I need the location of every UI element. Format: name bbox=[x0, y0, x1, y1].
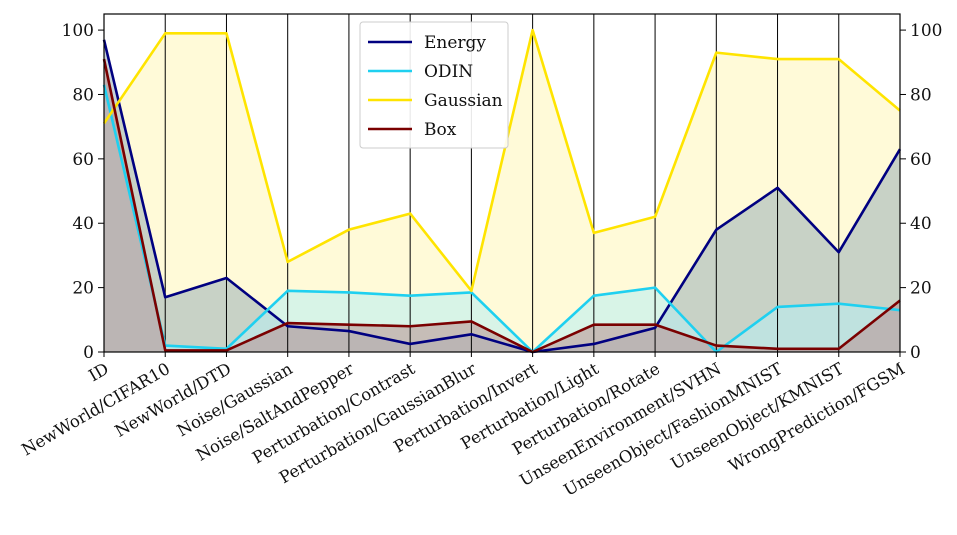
y-tick-label-right: 100 bbox=[910, 21, 942, 41]
y-tick-label-right: 0 bbox=[910, 343, 921, 363]
plot-frame bbox=[103, 13, 901, 353]
line-box bbox=[102, 58, 901, 354]
legend: Energy ODIN Gaussian Box bbox=[359, 21, 509, 149]
series-fills bbox=[104, 30, 900, 352]
y-tick-label-left: 20 bbox=[72, 279, 94, 299]
legend-label-gaussian: Gaussian bbox=[424, 91, 503, 111]
x-axis-categories: IDNewWorld/CIFAR10NewWorld/DTDNoise/Gaus… bbox=[18, 352, 908, 500]
line-gaussian bbox=[102, 28, 901, 293]
y-tick-label-right: 40 bbox=[910, 214, 932, 234]
legend-label-box: Box bbox=[424, 120, 457, 140]
area-odin bbox=[104, 84, 900, 352]
y-tick-label-left: 100 bbox=[62, 21, 94, 41]
legend-label-energy: Energy bbox=[424, 33, 486, 53]
line-odin bbox=[102, 84, 901, 354]
series-lines bbox=[102, 28, 902, 354]
line-energy bbox=[102, 39, 902, 354]
y-axis-right: 0 20 40 60 80 100 bbox=[900, 21, 942, 363]
y-tick-label-left: 60 bbox=[72, 150, 94, 170]
y-tick-label-right: 20 bbox=[910, 279, 932, 299]
area-energy bbox=[104, 39, 900, 352]
y-axis-left: 0 20 40 60 80 100 bbox=[62, 21, 104, 363]
y-tick-label-right: 80 bbox=[910, 85, 932, 105]
y-tick-label-right: 60 bbox=[910, 150, 932, 170]
legend-label-odin: ODIN bbox=[424, 62, 473, 82]
y-tick-label-left: 40 bbox=[72, 214, 94, 234]
y-tick-label-left: 0 bbox=[83, 343, 94, 363]
legend-box bbox=[359, 21, 509, 149]
category-grid bbox=[164, 14, 840, 352]
y-tick-label-left: 80 bbox=[72, 85, 94, 105]
